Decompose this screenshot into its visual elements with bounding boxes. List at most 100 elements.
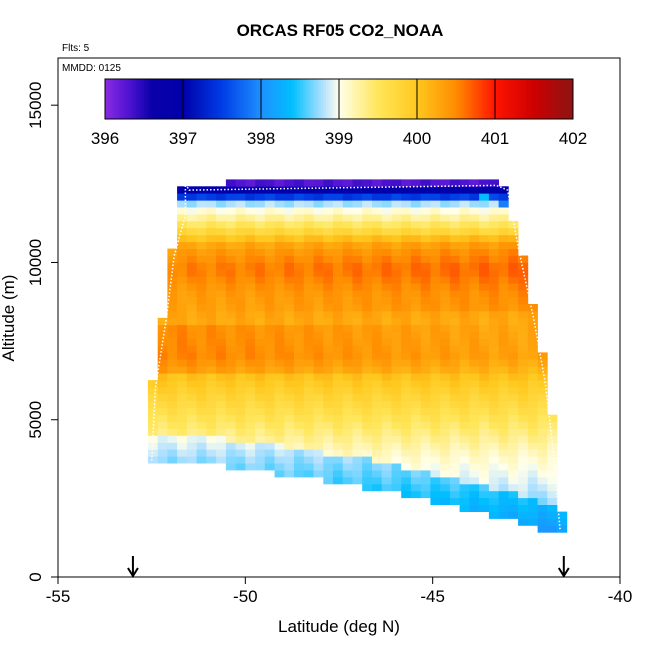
curtain-cell: [274, 297, 285, 305]
curtain-cell: [391, 435, 402, 443]
curtain-cell: [264, 297, 275, 305]
curtain-cell: [186, 435, 197, 443]
curtain-cell: [245, 456, 256, 464]
curtain-cell: [469, 428, 480, 436]
curtain-cell: [167, 359, 178, 367]
curtain-cell: [352, 290, 363, 298]
curtain-cell: [313, 449, 324, 457]
curtain-cell: [372, 463, 383, 471]
curtain-cell: [186, 290, 197, 298]
curtain-cell: [196, 193, 207, 201]
curtain-cell: [225, 428, 236, 436]
curtain-cell: [216, 366, 227, 374]
curtain-cell: [518, 283, 529, 291]
curtain-cell: [508, 490, 519, 499]
colorbar-segment: [515, 79, 519, 119]
curtain-cell: [372, 435, 383, 443]
curtain-cell: [401, 276, 412, 284]
curtain-cell: [245, 283, 256, 291]
curtain-cell: [430, 290, 441, 298]
curtain-cell: [498, 470, 509, 478]
curtain-cell: [498, 442, 509, 450]
curtain-cell: [235, 290, 246, 298]
curtain-cell: [186, 317, 197, 326]
curtain-cell: [381, 227, 392, 236]
curtain-cell: [196, 435, 207, 443]
curtain-cell: [449, 387, 460, 395]
curtain-cell: [449, 380, 460, 388]
colorbar-segment: [289, 79, 293, 119]
curtain-cell: [391, 428, 402, 436]
colorbar-segment: [523, 79, 527, 119]
curtain-cell: [430, 310, 441, 319]
curtain-cell: [352, 456, 363, 464]
curtain-cell: [206, 393, 217, 402]
curtain-cell: [235, 435, 246, 443]
curtain-cell: [255, 220, 266, 229]
curtain-cell: [410, 393, 421, 402]
curtain-cell: [440, 414, 451, 422]
curtain-cell: [479, 227, 490, 236]
curtain-cell: [216, 393, 227, 402]
curtain-cell: [264, 366, 275, 374]
curtain-cell: [391, 483, 402, 492]
curtain-cell: [469, 380, 480, 388]
curtain-cell: [313, 220, 324, 229]
curtain-cell: [264, 310, 275, 319]
curtain-cell: [235, 214, 246, 222]
curtain-cell: [313, 276, 324, 284]
curtain-cell: [235, 421, 246, 429]
curtain-cell: [420, 435, 431, 443]
curtain-cell: [449, 421, 460, 429]
curtain-cell: [225, 207, 236, 215]
curtain-cell: [479, 241, 490, 249]
curtain-cell: [430, 200, 441, 208]
curtain-cell: [235, 276, 246, 284]
curtain-cell: [245, 352, 256, 360]
curtain-cell: [186, 366, 197, 374]
curtain-cell: [459, 421, 470, 429]
curtain-cell: [381, 470, 392, 478]
curtain-cell: [333, 470, 344, 478]
curtain-cell: [313, 310, 324, 319]
curtain-cell: [216, 207, 227, 215]
curtain-cell: [206, 366, 217, 374]
curtain-cell: [216, 193, 227, 201]
curtain-cell: [225, 297, 236, 305]
curtain-cell: [362, 276, 373, 284]
curtain-cell: [488, 407, 499, 416]
curtain-cell: [342, 276, 353, 284]
curtain-cell: [284, 393, 295, 402]
curtain-cell: [157, 359, 168, 367]
colorbar-segment: [328, 79, 332, 119]
curtain-cell: [537, 442, 548, 450]
curtain-cell: [488, 428, 499, 436]
curtain-cell: [186, 248, 197, 256]
curtain-cell: [284, 380, 295, 388]
curtain-cell: [284, 214, 295, 222]
curtain-cell: [245, 186, 256, 194]
curtain-cell: [255, 338, 266, 346]
curtain-cell: [225, 324, 236, 332]
curtain-cell: [216, 262, 227, 270]
curtain-cell: [449, 269, 460, 277]
curtain-cell: [440, 179, 451, 187]
curtain-cell: [391, 227, 402, 236]
curtain-cell: [186, 207, 197, 215]
curtain-cell: [274, 269, 285, 277]
curtain-cell: [274, 220, 285, 229]
curtain-cell: [459, 179, 470, 187]
colorbar-segment: [315, 79, 319, 119]
curtain-cell: [479, 324, 490, 332]
curtain-cell: [391, 463, 402, 471]
colorbar-segment: [209, 79, 213, 119]
colorbar-segment: [216, 79, 220, 119]
curtain-cell: [372, 234, 383, 243]
curtain-cell: [284, 442, 295, 450]
curtain-cell: [449, 200, 460, 208]
curtain-cell: [449, 262, 460, 270]
curtain-cell: [420, 200, 431, 208]
curtain-cell: [342, 227, 353, 236]
curtain-cell: [313, 290, 324, 298]
curtain-cell: [177, 207, 188, 215]
